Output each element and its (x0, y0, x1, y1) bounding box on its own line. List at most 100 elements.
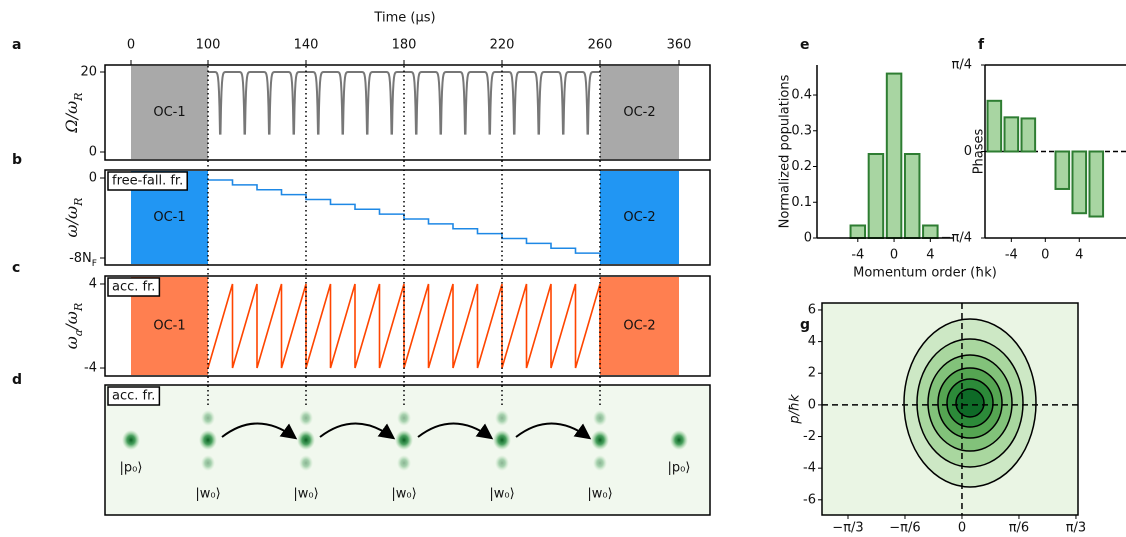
contour (955, 388, 985, 418)
x-tick-label: 140 (294, 38, 319, 53)
bar (849, 224, 867, 239)
bar (903, 153, 921, 239)
panel-letter: d (12, 372, 22, 388)
x-tick-label: π/6 (1009, 521, 1029, 536)
x-tick-label: 0 (127, 38, 135, 53)
subscript: R (72, 197, 85, 207)
segment (600, 171, 679, 264)
inset-label: acc. fr. (112, 280, 155, 295)
y-tick-label: −π/4 (941, 231, 972, 246)
y-tick-label: π/4 (952, 58, 972, 73)
panel-letter: b (12, 152, 22, 168)
state-label: |w₀⟩ (489, 487, 514, 502)
subscript: R (72, 92, 85, 102)
x-tick-label: −π/3 (832, 521, 863, 536)
bar (1071, 150, 1088, 215)
atom-cloud (495, 410, 509, 426)
atom-cloud (199, 430, 217, 450)
atom-cloud (591, 430, 609, 450)
state-label: |p₀⟩ (120, 461, 143, 476)
bar (1054, 150, 1071, 190)
atom-cloud (593, 410, 607, 426)
segment-label: OC-1 (153, 319, 185, 334)
x-tick-label: 220 (490, 38, 515, 53)
state-label: |p₀⟩ (668, 461, 691, 476)
y-tick-label: 4 (89, 276, 97, 291)
segment-label: OC-2 (623, 210, 655, 225)
panel-letter: a (12, 37, 21, 53)
x-tick-label: 0 (1041, 248, 1049, 263)
atom-cloud (299, 410, 313, 426)
x-tick-label: 100 (196, 38, 221, 53)
atom-cloud (593, 455, 607, 471)
atom-cloud (201, 455, 215, 471)
segment-label: OC-1 (153, 105, 185, 120)
state-label: |w₀⟩ (195, 487, 220, 502)
segment (131, 66, 208, 159)
y-tick-label: 0.4 (791, 88, 812, 103)
panel-frame (821, 302, 1079, 516)
y-axis-label: ωa/ωR (62, 302, 85, 349)
x-tick-label: 0 (958, 521, 966, 536)
text-part: ω/ω (62, 206, 81, 237)
bar (867, 153, 885, 239)
x-tick-label: -4 (851, 248, 864, 263)
text-part: -8N (69, 251, 92, 266)
panel-letter: c (12, 260, 20, 276)
segment-label: OC-1 (153, 210, 185, 225)
segment (600, 66, 679, 159)
atom-cloud (395, 430, 413, 450)
inset-box (107, 171, 188, 191)
arrow (515, 422, 592, 440)
inset-box (107, 277, 161, 297)
state-label: |w₀⟩ (391, 487, 416, 502)
arrow (417, 422, 494, 440)
y-axis-label: p/ħk (788, 394, 803, 425)
arrow (221, 422, 298, 440)
state-label: |w₀⟩ (293, 487, 318, 502)
atom-cloud (495, 455, 509, 471)
x-tick-label: π/3 (1066, 521, 1086, 536)
x-tick-label: 0 (890, 248, 898, 263)
y-tick-label: 4 (808, 334, 816, 349)
segment-label: OC-2 (623, 319, 655, 334)
y-tick-label: 0 (804, 231, 812, 246)
atom-cloud (201, 410, 215, 426)
panel-frame (104, 384, 711, 516)
y-tick-label: 6 (808, 302, 816, 317)
bar (1088, 150, 1105, 218)
contour-plot (822, 303, 1078, 515)
y-tick-label: 0 (89, 145, 97, 160)
x-tick-label: −π/6 (889, 521, 920, 536)
text-part: /ω (62, 311, 81, 331)
atom-cloud (493, 430, 511, 450)
panel-letter: e (800, 37, 810, 53)
bar (986, 99, 1003, 153)
y-tick-label: 0.3 (791, 123, 812, 138)
panel-letter: g (800, 317, 810, 333)
y-tick-label: 0.2 (791, 159, 812, 174)
atom-cloud (297, 430, 315, 450)
x-axis-label: Time (μs) (373, 11, 435, 26)
y-tick-label: 0 (89, 171, 97, 186)
y-tick-label: 20 (80, 65, 97, 80)
x-tick-label: -4 (1005, 248, 1018, 263)
y-tick-label: -2 (803, 429, 816, 444)
x-tick-label: 180 (392, 38, 417, 53)
inset-box (107, 386, 161, 406)
atom-cloud (670, 430, 688, 450)
arrow (319, 422, 396, 440)
bar (885, 72, 903, 240)
x-axis-label: Momentum order (ħk) (853, 266, 997, 281)
atom-cloud (299, 455, 313, 471)
bar (922, 224, 939, 239)
y-tick-label: 2 (808, 366, 816, 381)
bar (1003, 116, 1020, 153)
y-tick-label: -6 (803, 492, 816, 507)
y-tick-label: -8NF (69, 251, 97, 269)
atom-cloud (397, 455, 411, 471)
atom-cloud (397, 410, 411, 426)
state-label: |w₀⟩ (587, 487, 612, 502)
x-tick-label: 4 (926, 248, 934, 263)
